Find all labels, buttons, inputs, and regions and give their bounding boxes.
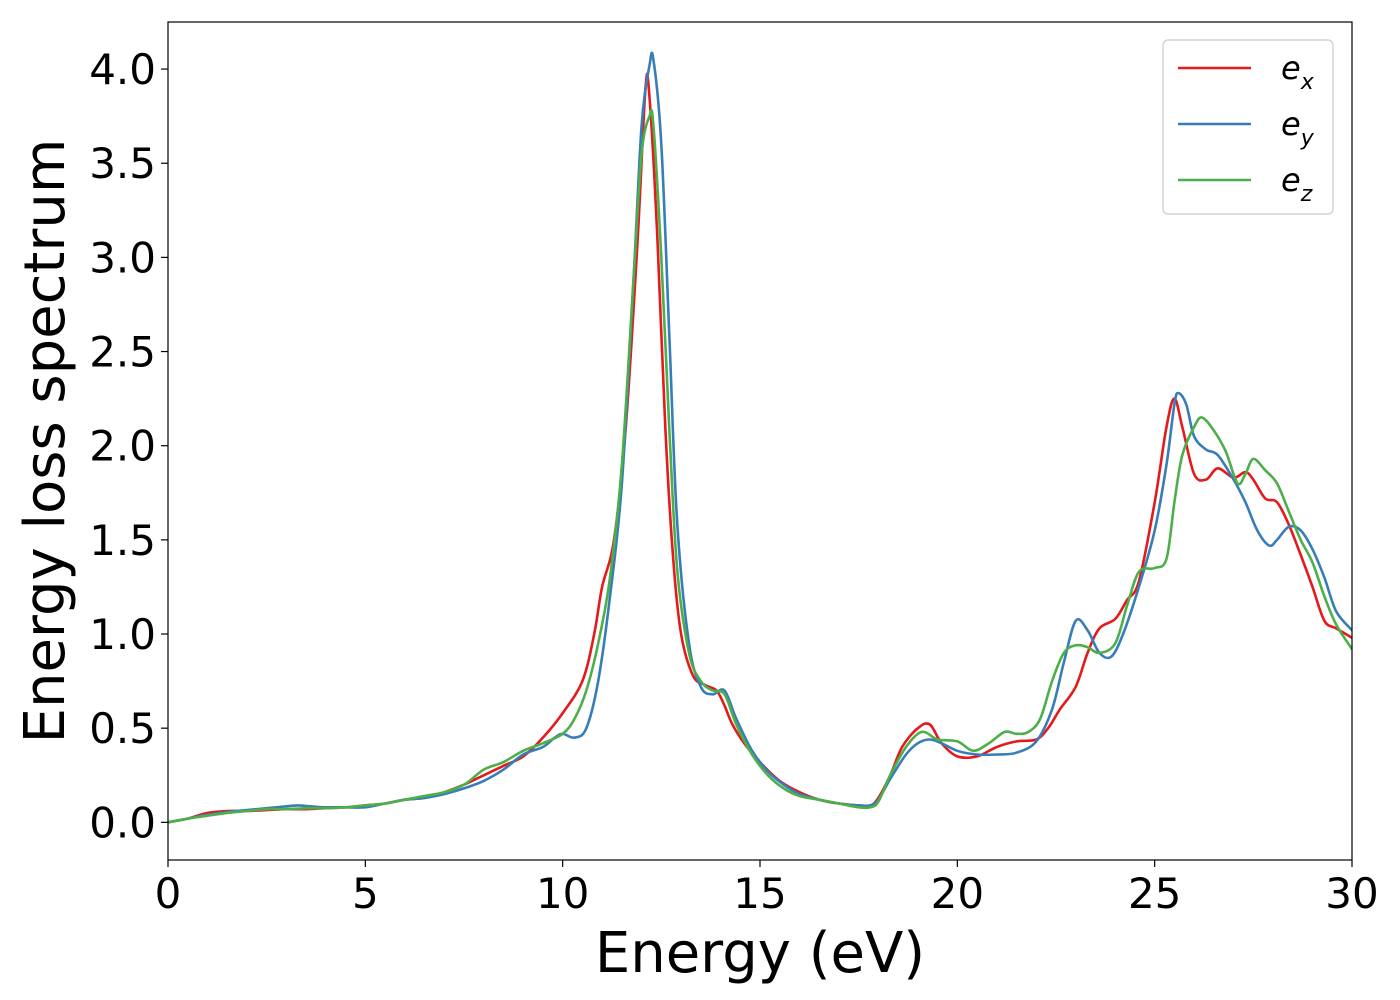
legend-label-subscript: z <box>1300 182 1313 207</box>
y-tick-label: 3.0 <box>89 233 156 282</box>
legend-label-subscript: y <box>1300 126 1315 151</box>
x-tick-label: 10 <box>536 869 589 918</box>
series-layer <box>168 51 1352 824</box>
x-tick-label: 5 <box>352 869 379 918</box>
y-tick-label: 0.0 <box>89 798 156 847</box>
y-axis: 0.0 0.5 1.0 1.5 2.0 2.5 3.0 3.5 4.0 <box>89 45 168 847</box>
x-axis: 0 5 10 15 20 25 30 <box>155 860 1379 918</box>
y-tick-label: 2.0 <box>89 422 156 471</box>
y-tick-label: 4.0 <box>89 45 156 94</box>
y-tick-label: 1.5 <box>89 516 156 565</box>
legend-label-subscript: x <box>1300 70 1315 95</box>
legend-label-main: e <box>1281 49 1301 87</box>
legend-box <box>1162 39 1334 215</box>
x-tick-label: 15 <box>733 869 786 918</box>
y-axis-title: Energy loss spectrum <box>13 139 78 744</box>
y-tick-label: 1.0 <box>89 610 156 659</box>
x-axis-title: Energy (eV) <box>595 921 925 986</box>
x-tick-label: 25 <box>1128 869 1181 918</box>
y-tick-label: 2.5 <box>89 328 156 377</box>
legend-label-e-y: ey <box>1281 105 1315 151</box>
y-tick-label: 3.5 <box>89 139 156 188</box>
series-line-e-y <box>168 51 1352 824</box>
x-tick-label: 0 <box>155 869 182 918</box>
legend-label-main: e <box>1281 161 1301 199</box>
legend-label-e-x: ex <box>1281 49 1315 95</box>
x-tick-label: 20 <box>931 869 984 918</box>
legend-label-main: e <box>1281 105 1301 143</box>
x-tick-label: 30 <box>1325 869 1378 918</box>
legend-label-e-z: ez <box>1281 161 1313 207</box>
series-line-e-z <box>168 108 1352 824</box>
y-tick-label: 0.5 <box>89 704 156 753</box>
